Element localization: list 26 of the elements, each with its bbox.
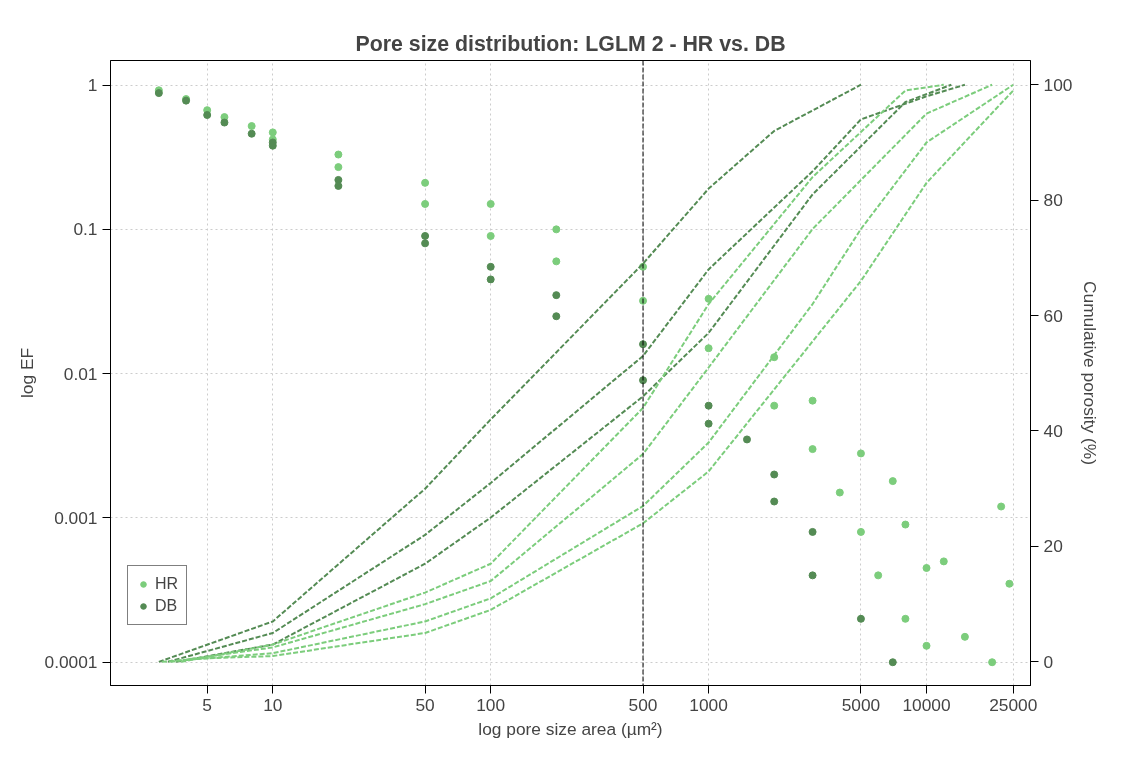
x-tick-label: 1000	[689, 694, 728, 715]
y-tick-label: 1	[87, 75, 98, 96]
x-tick-label: 5000	[841, 694, 881, 715]
y2-tick-label: 100	[1043, 74, 1073, 95]
y-axis-title: log EF	[16, 347, 37, 399]
y2-tick-label: 40	[1043, 421, 1063, 441]
legend-label: DB	[155, 597, 178, 615]
x-axis-title: log pore size area (µm²)	[478, 718, 663, 739]
y2-tick-label: 0	[1043, 651, 1054, 672]
x-tick-label: 50	[415, 694, 435, 715]
chart-title: Pore size distribution: LGLM 2 - HR vs. DB	[355, 31, 786, 56]
y-tick-label: 0.01	[63, 363, 98, 384]
y2-tick-label: 60	[1043, 305, 1063, 326]
x-tick-label: 100	[476, 694, 506, 715]
y-tick-label: 0.0001	[44, 652, 98, 673]
y2-tick-label: 80	[1043, 190, 1063, 211]
y2-tick-label: 20	[1043, 536, 1063, 557]
y2-axis-title: Cumulative porosity (%)	[1080, 281, 1101, 465]
legend-label: HR	[155, 575, 179, 593]
x-tick-label: 500	[628, 694, 658, 715]
x-tick-label: 10	[263, 694, 283, 715]
x-tick-label: 10000	[902, 694, 951, 715]
x-tick-label: 5	[202, 694, 213, 715]
y-tick-label: 0.1	[73, 219, 98, 240]
x-tick-label: 25000	[989, 694, 1038, 715]
y-tick-label: 0.001	[54, 507, 98, 528]
